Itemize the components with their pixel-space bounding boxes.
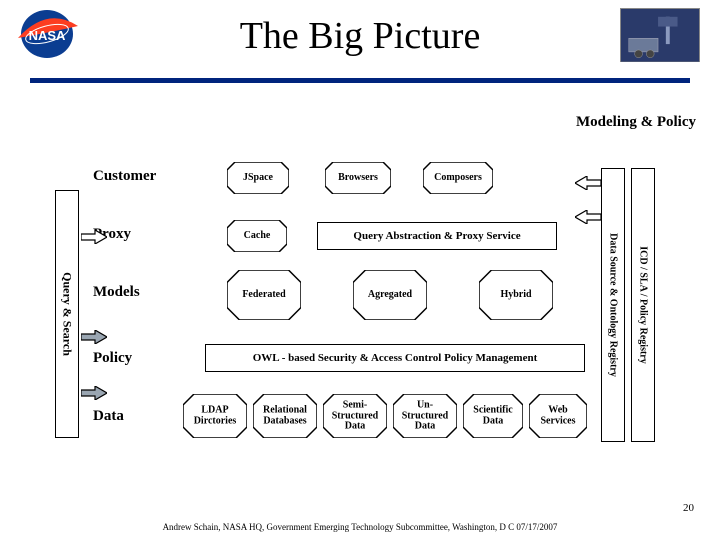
- octagon-node: Semi-StructuredData: [323, 394, 387, 438]
- right-rail: ICD / SLA / Policy Registry: [631, 168, 655, 442]
- left-rail: Query & Search: [55, 190, 79, 438]
- octagon-node: Cache: [227, 220, 287, 252]
- side-label-modeling-policy: Modeling & Policy: [576, 114, 696, 131]
- title-rule: [30, 78, 690, 83]
- arrow-icon: [81, 230, 107, 244]
- octagon-node: WebServices: [529, 394, 587, 438]
- row-label: Models: [93, 284, 140, 301]
- row-label: Policy: [93, 350, 132, 367]
- octagon-node: Browsers: [325, 162, 391, 194]
- octagon-node: Un-StructuredData: [393, 394, 457, 438]
- svg-text:NASA: NASA: [29, 28, 66, 43]
- octagon-node: JSpace: [227, 162, 289, 194]
- arrow-icon: [81, 386, 107, 400]
- octagon-node: RelationalDatabases: [253, 394, 317, 438]
- nasa-logo-icon: NASA: [12, 4, 82, 60]
- page-number: 20: [683, 502, 694, 514]
- slide-footer: 20 Andrew Schain, NASA HQ, Government Em…: [0, 522, 720, 532]
- octagon-node: Agregated: [353, 270, 427, 320]
- octagon-node: Hybrid: [479, 270, 553, 320]
- octagon-node: Composers: [423, 162, 493, 194]
- row-label: Customer: [93, 168, 156, 185]
- octagon-node: ScientificData: [463, 394, 523, 438]
- octagon-node: Federated: [227, 270, 301, 320]
- row-label: Data: [93, 408, 124, 425]
- arrow-icon: [575, 210, 601, 224]
- arrow-icon: [81, 330, 107, 344]
- footer-text: Andrew Schain, NASA HQ, Government Emerg…: [0, 522, 720, 532]
- octagon-node: LDAPDirctories: [183, 394, 247, 438]
- right-rail: Data Source & Ontology Registry: [601, 168, 625, 442]
- architecture-diagram: CustomerProxyModelsPolicyDataQuery & Sea…: [65, 140, 685, 460]
- wide-box: Query Abstraction & Proxy Service: [317, 222, 557, 250]
- slide-title: The Big Picture: [0, 0, 720, 58]
- wide-box: OWL - based Security & Access Control Po…: [205, 344, 585, 372]
- header-badge-icon: [620, 8, 700, 62]
- arrow-icon: [575, 176, 601, 190]
